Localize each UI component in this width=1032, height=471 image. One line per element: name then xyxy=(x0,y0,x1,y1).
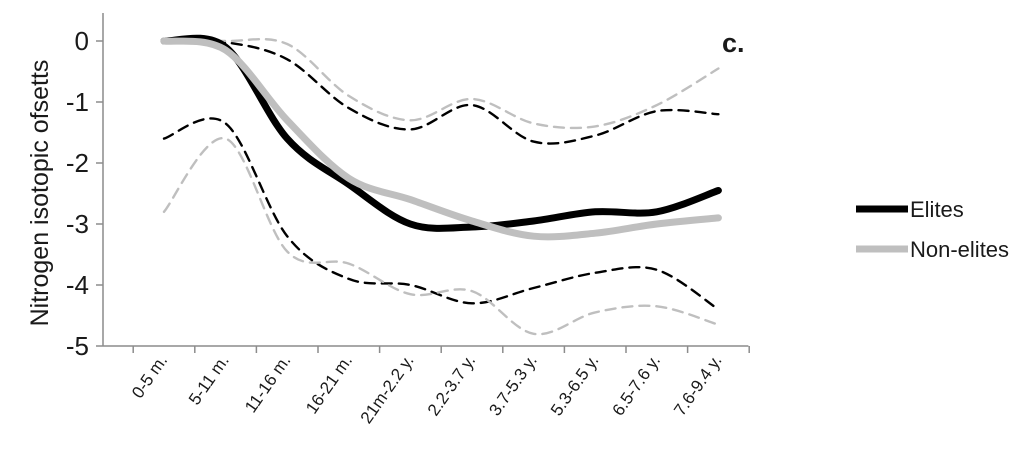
legend-label: Non-elites xyxy=(910,237,1009,262)
x-tick-label: 5.3-6.5 y. xyxy=(547,351,602,419)
x-tick-label: 0-5 m. xyxy=(128,351,171,401)
series-upper-bound-elites xyxy=(162,39,720,145)
series-lower-bound-non-elites xyxy=(162,137,720,336)
x-tick-label: 7.6-9.4 y. xyxy=(670,351,725,419)
legend: Elites Non-elites xyxy=(856,197,1009,262)
x-tick-label: 2.2-3.7 y. xyxy=(424,351,479,419)
y-tick-label: -4 xyxy=(66,270,89,300)
x-tick-label: 11-16 m. xyxy=(241,351,294,416)
y-axis-label: Nitrogen isotopic ofsetts xyxy=(26,60,54,327)
y-tick-label: -3 xyxy=(66,209,89,239)
series-line-non-elites xyxy=(160,37,722,241)
y-tick-label: -5 xyxy=(66,331,89,361)
series-lower-bound-elites xyxy=(162,117,720,311)
y-tick-label: -1 xyxy=(66,87,89,117)
panel-label: c. xyxy=(722,28,745,58)
x-tick-label: 16-21 m. xyxy=(302,351,356,417)
y-tick-label: -2 xyxy=(66,148,89,178)
x-tick-label: 6.5-7.6 y. xyxy=(609,351,664,419)
x-tick-label: 21m-2.2 y. xyxy=(357,351,418,427)
y-tick-label: 0 xyxy=(75,26,89,56)
legend-label: Elites xyxy=(910,197,964,222)
x-tick-label: 5-11 m. xyxy=(185,351,233,408)
x-tick-label: 3.7-5.3 y. xyxy=(485,351,540,419)
series-upper-bound-non-elites xyxy=(162,37,720,130)
series-layer xyxy=(160,34,722,336)
